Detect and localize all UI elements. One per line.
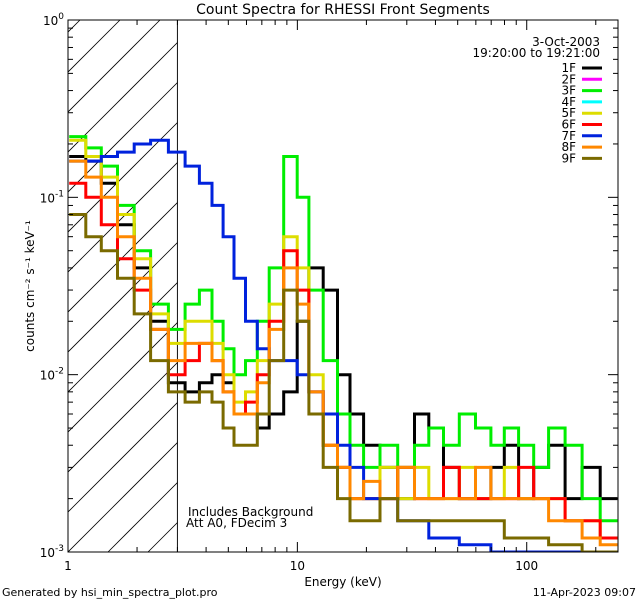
legend-label-1F: 1F xyxy=(561,61,576,75)
date-label: 3-Oct-2003 xyxy=(532,35,600,49)
chart-title: Count Spectra for RHESSI Front Segments xyxy=(196,2,490,18)
timestamp-label: 11-Apr-2023 09:07 xyxy=(533,586,636,599)
legend-label-9F: 9F xyxy=(561,151,576,165)
y-tick-label: 100 xyxy=(43,12,64,28)
x-tick-label: 10 xyxy=(290,559,305,573)
series-group xyxy=(69,135,618,552)
annotation-background: Includes Background xyxy=(188,505,313,519)
y-tick-label: 10-3 xyxy=(40,544,64,560)
series-3F-line xyxy=(69,135,618,523)
x-tick-label: 100 xyxy=(515,559,538,573)
generated-by-label: Generated by hsi_min_spectra_plot.pro xyxy=(2,586,218,599)
hatch-line xyxy=(68,20,241,193)
y-tick-label: 10-1 xyxy=(40,189,64,205)
time-range-label: 19:20:00 to 19:21:00 xyxy=(473,46,600,60)
annotation-attenuator: Att A0, FDecim 3 xyxy=(186,516,287,530)
x-axis-label: Energy (keV) xyxy=(304,575,381,589)
hatched-region xyxy=(68,20,640,552)
legend-label-7F: 7F xyxy=(561,129,576,143)
series-7F-line xyxy=(69,138,618,552)
legend-label-2F: 2F xyxy=(561,72,576,86)
x-tick-label: 1 xyxy=(64,559,72,573)
axis-ticks xyxy=(67,20,618,553)
legend-label-4F: 4F xyxy=(561,95,576,109)
hatch-line xyxy=(68,20,201,153)
hatch-line xyxy=(68,20,121,73)
y-tick-labels: 100 10-1 10-2 10-3 xyxy=(40,12,65,560)
y-axis-label: counts cm⁻² s⁻¹ keV⁻¹ xyxy=(23,220,37,352)
hatch-line xyxy=(68,20,161,113)
hatch-line xyxy=(628,20,640,552)
series-9F-line xyxy=(69,213,618,552)
legend-label-5F: 5F xyxy=(561,106,576,120)
y-tick-label: 10-2 xyxy=(40,367,64,383)
x-tick-labels: 1 10 100 xyxy=(64,559,538,573)
plot-frame xyxy=(67,19,619,553)
legend-label-6F: 6F xyxy=(561,118,576,132)
legend-label-8F: 8F xyxy=(561,140,576,154)
legend-label-3F: 3F xyxy=(561,84,576,98)
